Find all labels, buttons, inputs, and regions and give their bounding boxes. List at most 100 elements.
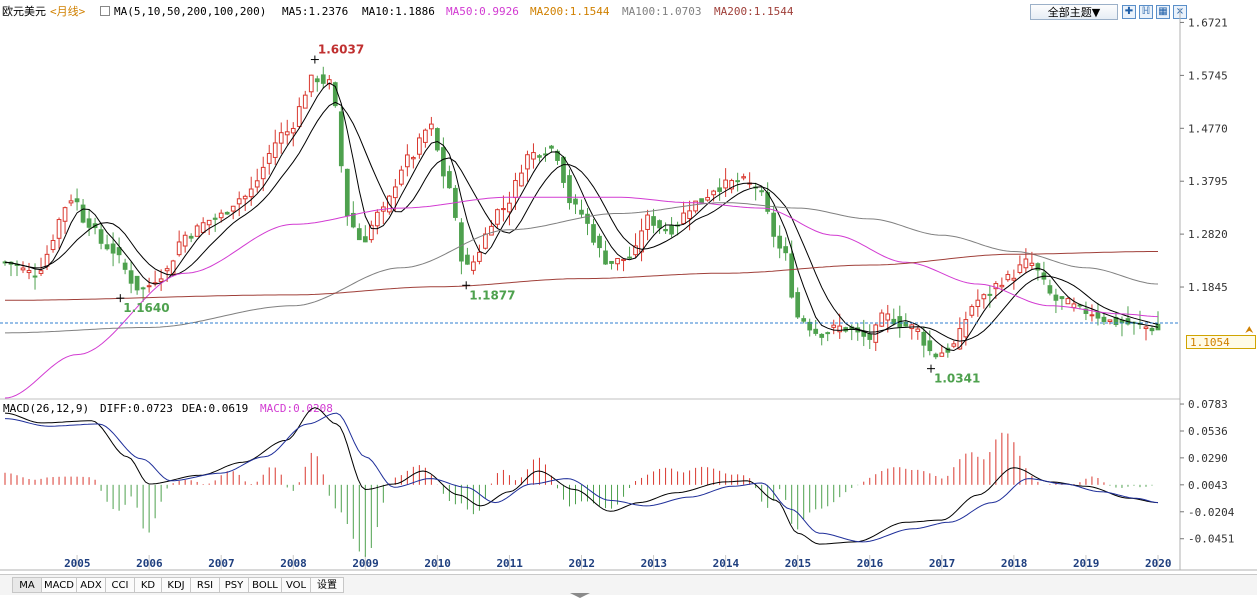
crosshair-icon[interactable]: ✚ [1122,5,1136,19]
candle-up [621,258,626,262]
candle-down [435,128,440,151]
ma200-value: MA200:1.1544 [530,5,610,18]
candle-up [981,294,987,300]
candle-down [80,204,86,223]
x-tick-label: 2006 [136,557,163,570]
candle-up [296,106,302,127]
extreme-label: 1.1640 [123,301,169,315]
candle-up [200,222,206,233]
candle-up [1023,258,1029,269]
candle-up [44,253,50,267]
candle-down [669,225,674,235]
candle-up [417,137,422,155]
candle-up [963,319,969,338]
ma5-line [4,82,1159,352]
candle-down [783,246,789,254]
candle-down [927,340,933,352]
period-toggle-icon[interactable]: ▦ [1156,5,1170,19]
candle-up [326,79,332,85]
extreme-label: 1.6037 [318,43,364,57]
candle-up [20,267,26,271]
tab-macd[interactable]: MACD [41,577,77,593]
candle-down [332,82,338,107]
candle-up [218,212,224,219]
candle-up [146,285,152,288]
candle-up [477,251,482,262]
candle-down [140,287,146,290]
candle-down [609,260,614,264]
candle-down [921,331,927,346]
tab-设置[interactable]: 设置 [310,577,344,593]
tab-kdj[interactable]: KDJ [161,577,191,593]
candle-up [831,324,837,328]
x-tick-label: 2015 [785,557,812,570]
tab-kd[interactable]: KD [134,577,162,593]
tab-cci[interactable]: CCI [105,577,135,593]
candle-up [176,241,182,256]
price-y-tick-label: 1.5745 [1188,69,1228,82]
candle-up [26,270,32,274]
candle-up [969,306,975,316]
diff-line [4,407,1159,545]
x-tick-label: 2011 [496,557,523,570]
candle-down [795,292,801,318]
candle-up [278,132,284,144]
candle-up [741,176,746,179]
candle-down [933,353,939,358]
macd-y-tick-label: -0.0204 [1188,506,1235,519]
tab-psy[interactable]: PSY [219,577,249,593]
candle-up [236,198,242,205]
indicator-header: 欧元美元 <月线> MA(5,10,50,200,100,200) MA5:1.… [0,0,1180,22]
symbol-name: 欧元美元 [2,5,46,18]
candle-up [404,154,410,168]
ma-toggle-icon[interactable] [100,6,110,16]
candle-up [164,268,170,272]
x-tick-label: 2008 [280,557,307,570]
theme-selector-button[interactable]: 全部主题▼ [1030,4,1118,20]
candle-down [819,333,825,338]
candle-down [603,250,608,265]
tab-vol[interactable]: VOL [281,577,311,593]
candle-down [122,262,128,270]
price-y-tick-label: 1.4770 [1188,122,1228,135]
candle-down [447,171,452,189]
candle-down [338,111,344,167]
candle-down [320,74,326,84]
candle-up [951,343,957,347]
period-selector[interactable]: <月线> [50,5,86,18]
macd-y-tick-label: -0.0451 [1188,533,1234,546]
candle-up [206,219,212,226]
candle-up [50,240,56,251]
ma-params[interactable]: MA(5,10,50,200,100,200) [114,5,267,18]
candle-up [915,328,921,332]
candle-down [651,216,656,226]
candle-up [495,209,500,225]
price-marker-icon: ⮝ [1245,325,1254,336]
candle-down [98,229,104,244]
tab-ma[interactable]: MA [12,577,42,593]
tab-adx[interactable]: ADX [76,577,106,593]
candle-down [1035,263,1041,271]
macd-y-tick-label: 0.0043 [1188,479,1228,492]
chart-type-icon[interactable]: ℍ [1139,5,1153,19]
candle-up [501,208,506,211]
candle-down [903,321,909,327]
tab-rsi[interactable]: RSI [190,577,220,593]
ma200-line [5,251,1158,301]
candle-down [1083,308,1089,314]
candle-up [705,196,710,201]
candle-up [182,234,188,247]
candle-up [308,74,314,93]
collapse-arrow-icon[interactable] [570,593,590,598]
candle-down [861,331,867,337]
candle-down [549,145,554,149]
candle-down [663,228,668,232]
candle-up [519,172,524,187]
tab-boll[interactable]: BOLL [248,577,282,593]
candle-up [507,202,512,213]
candle-up [471,261,476,271]
candle-down [537,155,542,158]
x-tick-label: 2013 [641,557,668,570]
ma200-value-2: MA200:1.1544 [714,5,794,18]
